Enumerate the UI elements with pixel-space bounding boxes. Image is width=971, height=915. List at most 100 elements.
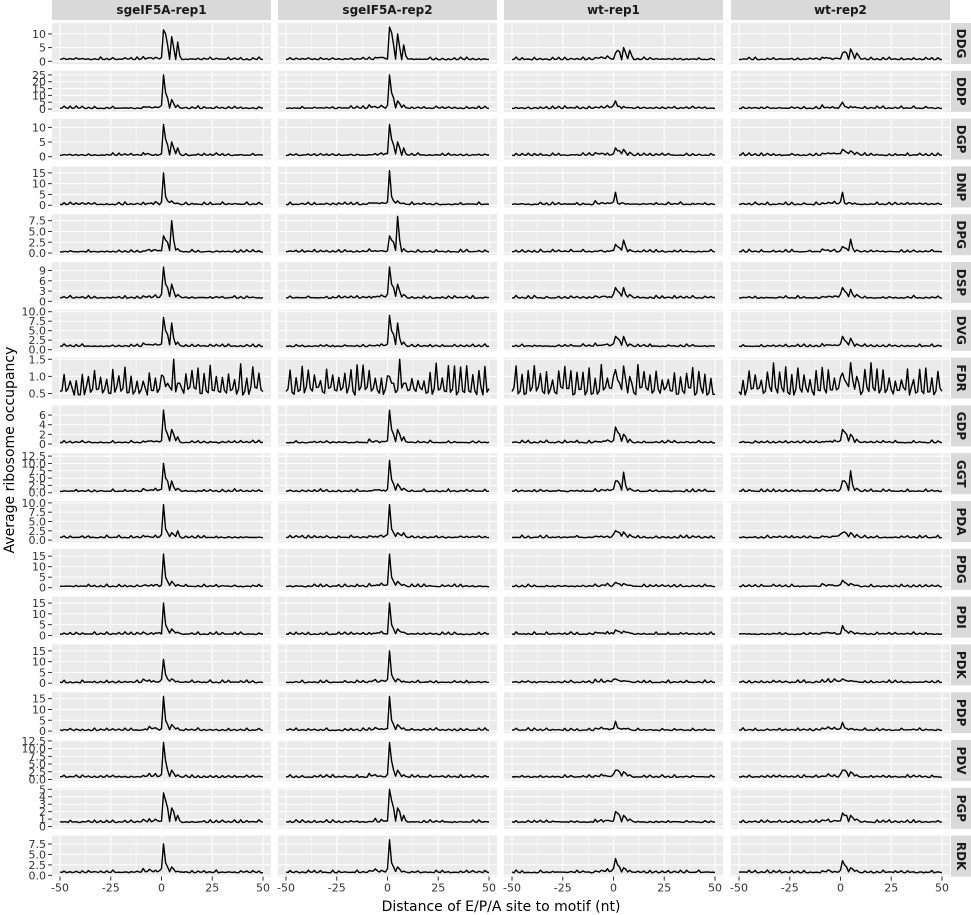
y-tick-label: 5: [39, 714, 46, 727]
row-strips: DDG DDP DGP DNP DPG DSP DVG FDR GDP GGT PDA PDG PDI P…: [951, 23, 971, 877]
x-tick-label: 0: [158, 882, 165, 895]
panel: [731, 740, 950, 781]
x-tick-label: -25: [328, 882, 346, 895]
y-tick-label: 15: [32, 167, 46, 180]
panel: [504, 309, 723, 351]
x-tick-label: 50: [935, 882, 949, 895]
series-line: [285, 650, 490, 684]
y-tick-label: 5: [39, 42, 46, 55]
panel: [731, 453, 950, 495]
y-tick-label: 10.0: [22, 743, 47, 756]
y-tick-label: 5: [39, 136, 46, 149]
panel: [278, 453, 497, 495]
series-line: [285, 839, 490, 874]
panel: [52, 644, 271, 686]
panel: [52, 692, 271, 734]
row-label: PDG: [954, 555, 968, 584]
panel: [52, 740, 271, 781]
row-label: PDP: [954, 699, 968, 727]
y-tick-label: 6: [39, 275, 46, 288]
y-tick-label: 10: [32, 703, 46, 716]
column-label: sgeIF5A-rep2: [342, 3, 432, 17]
series-line: [739, 428, 943, 444]
y-tick-label: 2.5: [29, 525, 47, 538]
panel: [731, 70, 950, 112]
panel: [52, 453, 271, 495]
y-tick-label: 0.0: [29, 247, 47, 260]
series-line: [59, 123, 264, 157]
row-strip: [951, 357, 971, 399]
y-tick-label: 2.5: [29, 766, 47, 779]
x-tick-label: -50: [503, 882, 521, 895]
panel: [52, 548, 271, 590]
y-tick-label: 2.5: [29, 334, 47, 347]
series-line: [285, 74, 490, 110]
panel: [278, 787, 497, 829]
y-tick-label: 10: [32, 89, 46, 102]
column-strip: [731, 0, 950, 20]
y-tick-label: 5.0: [29, 472, 47, 485]
series-line: [285, 123, 489, 157]
row-label: DPG: [954, 220, 968, 249]
y-tick-label: 15: [32, 83, 46, 96]
panel: [52, 23, 271, 64]
series-line: [59, 658, 264, 684]
panel: [731, 118, 950, 160]
row-strip: [951, 835, 971, 877]
y-tick-label: 0.0: [29, 773, 47, 786]
y-tick-label: 10: [32, 561, 46, 574]
series-line: [59, 29, 264, 61]
series-line: [59, 266, 264, 299]
panel: [504, 692, 723, 734]
row-label: PGP: [954, 795, 968, 823]
y-tick-label: 5: [39, 96, 46, 109]
series-line: [512, 100, 716, 110]
panel: [731, 596, 950, 638]
y-tick-label: 5: [39, 188, 46, 201]
row-strip: [951, 644, 971, 686]
x-tick-label: 25: [205, 882, 219, 895]
panels: [52, 23, 950, 877]
series-line: [285, 26, 490, 61]
series-line: [738, 238, 943, 253]
y-tick-label: 7.5: [29, 838, 47, 851]
y-tick-label: 2.5: [29, 479, 47, 492]
x-tick-label: 50: [482, 882, 496, 895]
column-label: sgeIF5A-rep1: [116, 3, 206, 17]
y-tick-label: 0: [39, 151, 46, 164]
y-tick-label: 25: [32, 69, 46, 82]
x-tick-label: 0: [384, 882, 391, 895]
row-strip: [951, 166, 971, 208]
y-tick-label: 4: [39, 419, 46, 432]
panel: [504, 453, 723, 495]
series-line: [286, 504, 489, 539]
panel: [52, 835, 271, 877]
row-strip: [951, 70, 971, 112]
series-line: [511, 363, 716, 396]
row-label: FDR: [954, 364, 968, 391]
y-tick-label: 0: [39, 438, 46, 451]
y-tick-label: 10.0: [22, 457, 47, 470]
row-label: PDI: [954, 605, 968, 628]
series-line: [511, 239, 716, 253]
series-line: [511, 426, 715, 444]
panel: [731, 166, 950, 208]
panel: [731, 692, 950, 734]
y-tick-label: 5: [39, 619, 46, 632]
series-line: [285, 266, 490, 299]
row-label: DNP: [954, 172, 968, 201]
panel: [504, 214, 723, 256]
y-tick-label: 12.5: [22, 735, 47, 748]
y-tick-label: 10: [32, 121, 46, 134]
y-tick-label: 10.0: [22, 497, 47, 510]
row-strip: [951, 118, 971, 160]
y-tick-label: 12.5: [22, 450, 47, 463]
x-tick-label: 50: [256, 882, 270, 895]
row-strip: [951, 787, 971, 829]
row-strip: [951, 501, 971, 542]
series-line: [511, 811, 715, 824]
row-label: PDV: [954, 746, 968, 775]
y-axes: 0510051015202505100510150.02.55.07.50369…: [22, 28, 52, 882]
y-tick-label: 0: [39, 725, 46, 738]
